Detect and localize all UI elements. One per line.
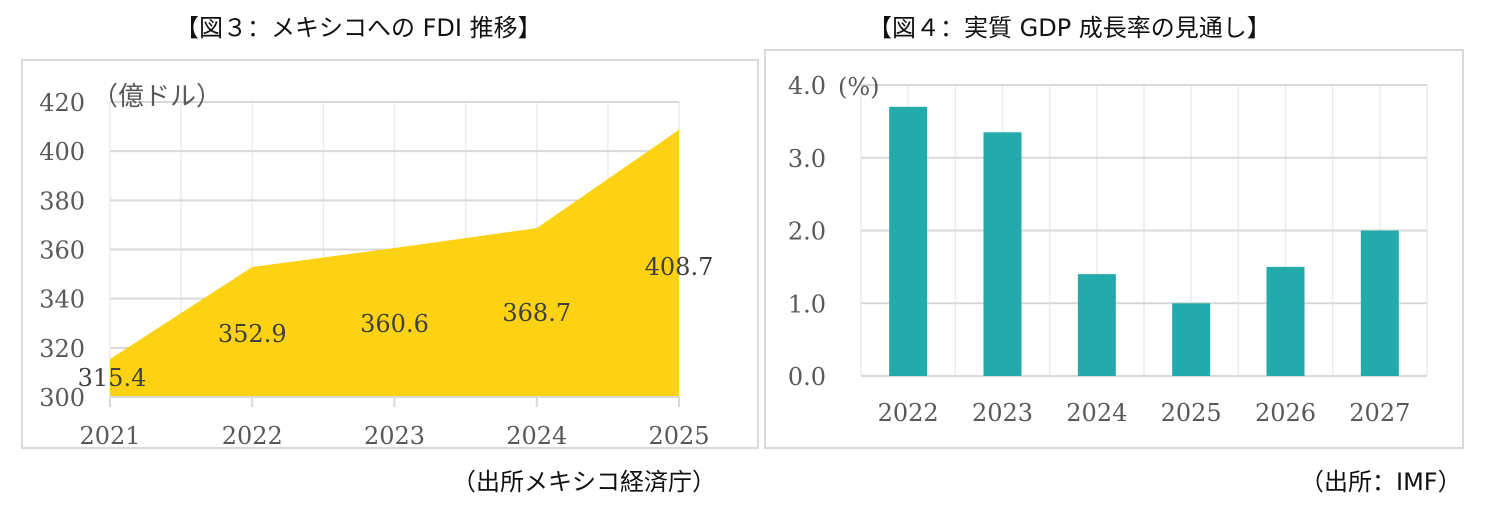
- fdi-area: [110, 129, 679, 397]
- data-label: 368.7: [502, 299, 571, 327]
- gdp-source: （出所：IMF）: [1300, 468, 1462, 496]
- y-tick-label: 320: [39, 335, 85, 363]
- gdp-bar-chart: 0.0 1.0 2.0 3.0 4.0 2022 2023 2024 2025 2026 2027: [788, 72, 1428, 427]
- x-tick-label: 2024: [506, 422, 567, 450]
- fdi-y-unit: （億ドル）: [92, 82, 222, 112]
- gdp-bar: [1360, 230, 1399, 376]
- y-tick-label: 340: [39, 286, 85, 314]
- data-label: 352.9: [218, 320, 287, 348]
- gdp-bar: [1077, 274, 1116, 376]
- gdp-bar: [983, 132, 1022, 376]
- x-tick-label: 2023: [364, 422, 425, 450]
- data-label: 360.6: [360, 310, 429, 338]
- gdp-chart-frame: [764, 49, 1464, 449]
- gdp-y-unit: (%): [838, 73, 880, 101]
- x-tick-label: 2024: [1066, 399, 1127, 427]
- x-tick-label: 2027: [1349, 399, 1410, 427]
- gdp-bar: [1172, 303, 1211, 376]
- x-tick-label: 2023: [972, 399, 1033, 427]
- x-tick-label: 2021: [79, 422, 140, 450]
- fdi-chart-title: 【図３：メキシコへの FDI 推移】: [175, 14, 542, 42]
- y-tick-label: 0.0: [788, 363, 826, 391]
- y-tick-label: 300: [39, 384, 85, 412]
- gdp-bar: [1266, 266, 1305, 376]
- x-tick-label: 2025: [648, 422, 709, 450]
- x-tick-label: 2022: [878, 399, 939, 427]
- y-tick-label: 400: [39, 138, 85, 166]
- x-tick-label: 2022: [222, 422, 283, 450]
- x-tick-label: 2025: [1161, 399, 1222, 427]
- y-tick-label: 380: [39, 187, 85, 215]
- y-tick-label: 1.0: [788, 290, 826, 318]
- x-tick-label: 2026: [1255, 399, 1316, 427]
- y-tick-label: 3.0: [788, 145, 826, 173]
- y-tick-label: 420: [39, 89, 85, 117]
- y-tick-label: 2.0: [788, 218, 826, 246]
- gdp-chart-title: 【図４：実質 GDP 成長率の見通し】: [868, 14, 1271, 42]
- y-tick-label: 360: [39, 237, 85, 265]
- fdi-source: （出所メキシコ経済庁）: [452, 468, 716, 496]
- fdi-area-chart: 300 320 340 360 380 400 420 2021 2022 2023 2024 202…: [39, 89, 713, 450]
- data-label: 315.4: [78, 364, 147, 392]
- gdp-bar: [889, 106, 928, 376]
- y-tick-label: 4.0: [788, 72, 826, 100]
- data-label: 408.7: [645, 253, 714, 281]
